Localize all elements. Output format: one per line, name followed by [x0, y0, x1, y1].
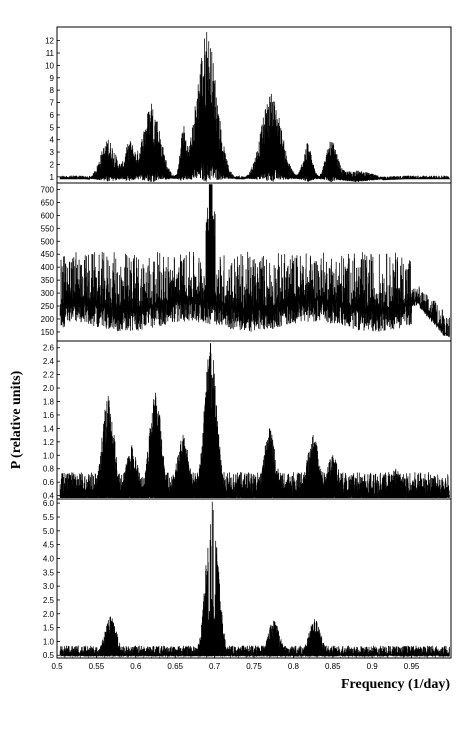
y-tick-label: 2 [50, 160, 55, 169]
x-tick-label: 0.55 [89, 662, 105, 671]
y-tick-label: 3.5 [43, 568, 55, 577]
y-tick-label: 6 [50, 111, 55, 120]
series-line [59, 343, 450, 498]
x-axis: 0.5 0.55 0.6 0.65 0.7 0.75 0.8 0.85 0.9 0.95 [51, 655, 444, 671]
y-tick-label: 2.0 [43, 384, 55, 393]
y-tick-label: 1.6 [43, 411, 55, 420]
y-tick-label: 600 [41, 211, 55, 220]
x-tick-label: 0.95 [404, 662, 420, 671]
y-tick-label: 450 [41, 250, 55, 259]
y-tick-label: 4.0 [43, 554, 55, 563]
x-tick-label: 0.6 [130, 662, 142, 671]
y-tick-label: 1.2 [43, 438, 55, 447]
x-tick-label: 0.85 [325, 662, 341, 671]
series-line [59, 501, 450, 657]
y-tick-label: 550 [41, 224, 55, 233]
x-tick-label: 0.5 [51, 662, 63, 671]
y-tick-label: 1.0 [43, 451, 55, 460]
y-tick-label: 5.0 [43, 527, 55, 536]
y-tick-label: 6.0 [43, 499, 55, 508]
y-tick-label: 1.8 [43, 398, 55, 407]
y-tick-label: 0.6 [43, 478, 55, 487]
y-tick-label: 2.6 [43, 344, 55, 353]
x-tick-label: 0.75 [246, 662, 262, 671]
y-tick-label: 7 [50, 99, 55, 108]
y-tick-label: 2.0 [43, 610, 55, 619]
series-line [59, 184, 450, 338]
y-tick-label: 12 [45, 37, 54, 46]
series-line [59, 32, 450, 182]
y-tick-label: 11 [46, 49, 55, 58]
panel-3: 0.4 0.6 0.8 1.0 1.2 1.4 1.6 1.8 2.0 2.2 2.4 2.6 [43, 340, 452, 501]
y-tick-label: 2.4 [43, 357, 55, 366]
y-tick-label: 10 [45, 61, 54, 70]
y-tick-label: 200 [41, 315, 55, 324]
x-tick-label: 0.9 [367, 662, 379, 671]
panels: 1234567891011121502002503003504004505005… [41, 26, 452, 660]
x-tick-label: 0.8 [288, 662, 300, 671]
y-tick-label: 1.0 [43, 637, 55, 646]
y-tick-label: 1.4 [43, 424, 55, 433]
y-tick-label: 0.8 [43, 465, 55, 474]
x-axis-label: Frequency (1/day) [341, 677, 450, 692]
x-tick-label: 0.65 [167, 662, 183, 671]
y-tick-label: 700 [41, 185, 55, 194]
y-tick-label: 9 [50, 74, 55, 83]
y-tick-label: 650 [41, 198, 55, 207]
y-tick-label: 250 [41, 302, 55, 311]
y-tick-label: 4 [50, 136, 55, 145]
y-tick-label: 2.5 [43, 596, 55, 605]
y-tick-label: 2.2 [43, 371, 55, 380]
y-tick-label: 500 [41, 237, 55, 246]
x-tick-label: 0.7 [209, 662, 221, 671]
y-tick-label: 4.5 [43, 541, 55, 550]
y-tick-label: 150 [41, 328, 55, 337]
y-tick-label: 3 [50, 148, 55, 157]
y-tick-label: 0.5 [43, 651, 55, 660]
y-axis-label: P (relative units) [9, 370, 24, 469]
y-tick-label: 350 [41, 276, 55, 285]
y-tick-label: 8 [50, 86, 55, 95]
y-tick-label: 0.4 [43, 492, 55, 501]
y-tick-label: 3.0 [43, 582, 55, 591]
y-tick-label: 1.5 [43, 624, 55, 633]
y-tick-label: 300 [41, 289, 55, 298]
y-tick-label: 1 [50, 173, 55, 182]
y-tick-label: 400 [41, 263, 55, 272]
panel-2: 150 200 250 300 350 400 450 500 550 600 650 700 [41, 182, 452, 342]
y-tick-label: 5.5 [43, 513, 55, 522]
y-tick-label: 5 [50, 123, 55, 132]
panel-4: 0.5 1.0 1.5 2.0 2.5 3.0 3.5 4.0 4.5 5.0 5.5 6.0 [43, 498, 452, 660]
